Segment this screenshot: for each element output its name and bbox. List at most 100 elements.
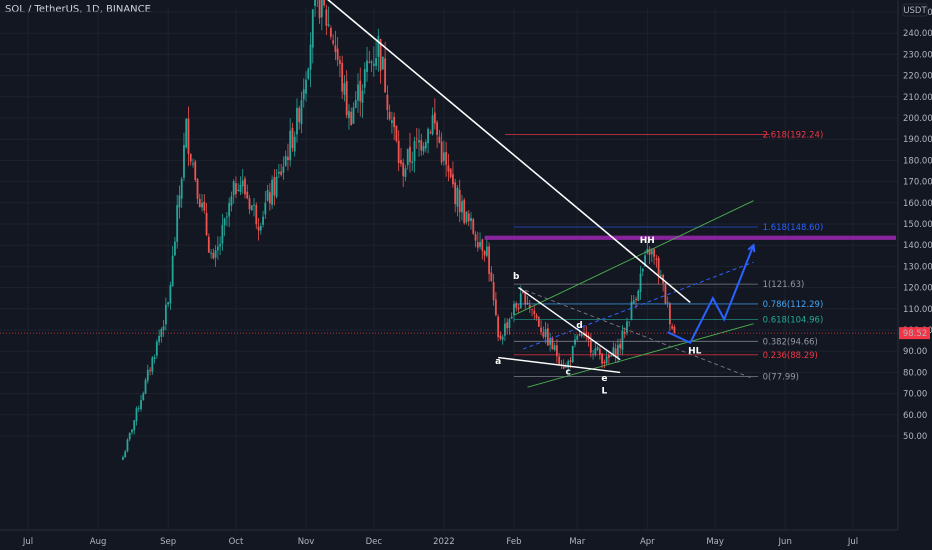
candle-body bbox=[422, 145, 425, 152]
candle-body bbox=[445, 151, 448, 165]
candle-body bbox=[603, 362, 606, 364]
candle-body bbox=[433, 112, 436, 124]
y-tick-label: 120.00 bbox=[903, 284, 932, 294]
candle-body bbox=[185, 118, 188, 148]
candle-body bbox=[381, 56, 384, 70]
candle-body bbox=[637, 291, 640, 301]
fib-label-0.618: 0.618(104.96) bbox=[763, 315, 824, 325]
candle-body bbox=[565, 366, 567, 368]
candle-body bbox=[350, 111, 353, 126]
candle-body bbox=[594, 348, 597, 356]
y-tick-label: 240.00 bbox=[903, 29, 932, 39]
candle-body bbox=[506, 322, 509, 329]
candle-body bbox=[556, 345, 558, 357]
y-tick-label: 180.00 bbox=[903, 156, 932, 166]
wedge-lower bbox=[498, 356, 621, 374]
candle-body bbox=[632, 300, 635, 304]
candle-body bbox=[409, 146, 411, 163]
candle-body bbox=[305, 79, 307, 94]
candle-body bbox=[354, 99, 357, 108]
candle-body bbox=[142, 393, 145, 400]
y-tick-label: 80.00 bbox=[903, 368, 927, 378]
candle-body bbox=[370, 61, 373, 63]
candle-body bbox=[216, 246, 219, 251]
candle-body bbox=[345, 81, 348, 116]
candle-body bbox=[332, 40, 335, 44]
candle-body bbox=[483, 251, 486, 256]
candle-body bbox=[219, 243, 222, 247]
candle-body bbox=[253, 204, 255, 206]
resistance-zone bbox=[484, 235, 896, 240]
currency-badge bbox=[902, 3, 928, 17]
candle-body bbox=[228, 202, 231, 217]
candle-body bbox=[296, 107, 298, 135]
candle-body bbox=[273, 177, 276, 196]
candle-body bbox=[427, 128, 429, 144]
candle-body bbox=[388, 111, 391, 120]
candle-body bbox=[576, 335, 579, 340]
candle-body bbox=[155, 341, 158, 356]
candle-body bbox=[596, 347, 599, 350]
candle-body bbox=[180, 178, 183, 199]
candle-body bbox=[562, 365, 565, 369]
candle-body bbox=[578, 334, 581, 336]
candle-body bbox=[569, 360, 572, 362]
x-tick-label: May bbox=[706, 537, 724, 547]
candle-body bbox=[329, 27, 332, 37]
candle-body bbox=[592, 353, 594, 355]
candle-body bbox=[418, 140, 420, 143]
candle-body bbox=[626, 321, 628, 333]
candle-body bbox=[239, 184, 242, 192]
candle-body bbox=[334, 45, 337, 53]
candle-body bbox=[429, 132, 432, 134]
fib-label-0.786: 0.786(112.29) bbox=[763, 300, 824, 310]
candle-body bbox=[384, 58, 387, 93]
candle-body bbox=[126, 439, 129, 452]
candle-body bbox=[348, 111, 350, 119]
candle-body bbox=[311, 9, 314, 48]
candle-body bbox=[357, 84, 359, 101]
candle-body bbox=[359, 80, 362, 102]
candle-body bbox=[397, 140, 400, 164]
candle-body bbox=[614, 348, 617, 358]
price-axis-bg bbox=[898, 0, 932, 550]
y-tick-label: 90.00 bbox=[903, 347, 927, 357]
candle-body bbox=[574, 339, 576, 345]
candle-body bbox=[393, 116, 396, 128]
candle-body bbox=[673, 326, 676, 333]
candle-body bbox=[255, 205, 258, 225]
candle-body bbox=[146, 370, 149, 381]
wave-label-b: b bbox=[513, 272, 520, 282]
candle-body bbox=[463, 199, 466, 224]
y-tick-label: 60.00 bbox=[903, 411, 927, 421]
candle-body bbox=[164, 304, 167, 325]
x-tick-label: Dec bbox=[366, 537, 383, 547]
candle-body bbox=[490, 272, 493, 282]
candle-body bbox=[307, 69, 310, 79]
candle-body bbox=[438, 136, 441, 143]
candle-body bbox=[140, 400, 142, 410]
y-tick-label: 170.00 bbox=[903, 178, 932, 188]
candle-body bbox=[653, 249, 655, 257]
candle-body bbox=[510, 316, 513, 319]
candle-body bbox=[598, 348, 601, 355]
candle-body bbox=[198, 198, 201, 208]
candle-body bbox=[210, 252, 212, 254]
candle-body bbox=[259, 226, 262, 231]
candle-body bbox=[196, 179, 199, 199]
candle-body bbox=[221, 224, 224, 244]
candle-body bbox=[659, 275, 662, 276]
last-price-tag bbox=[899, 327, 930, 340]
x-tick-label: 2022 bbox=[433, 537, 455, 547]
candle-body bbox=[479, 241, 481, 247]
candle-body bbox=[248, 198, 251, 210]
wave-label-c: c bbox=[566, 368, 571, 378]
candle-body bbox=[153, 357, 156, 360]
fib-label-0: 0(77.99) bbox=[763, 373, 799, 383]
candle-body bbox=[391, 120, 393, 123]
candle-body bbox=[339, 60, 341, 64]
y-tick-label: 150.00 bbox=[903, 220, 932, 230]
candle-body bbox=[300, 100, 303, 125]
chart-title: SOL / TetherUS, 1D, BINANCE bbox=[5, 4, 151, 15]
